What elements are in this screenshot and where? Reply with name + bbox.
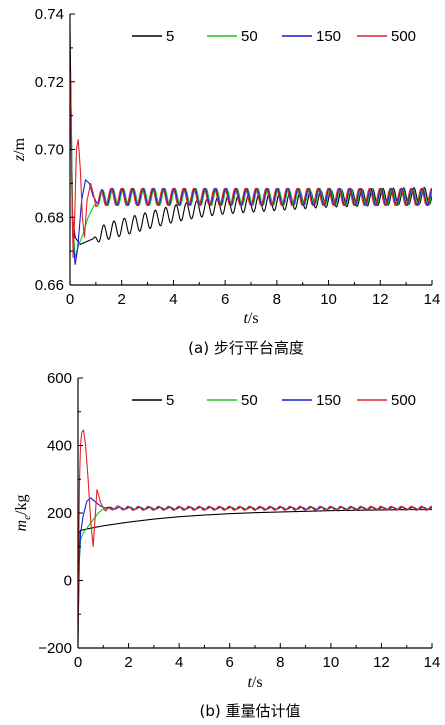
y-tick-label: 0.74 bbox=[35, 6, 64, 23]
legend: 5 50 150 500 bbox=[132, 28, 416, 45]
y-tick-label: 200 bbox=[47, 505, 72, 522]
legend-label-150: 150 bbox=[316, 28, 341, 45]
chart-panel: 0 2 4 6 8 10 12 14 0.66 0.68 0.70 0.72 0.74 t/s z/m 5 50… bbox=[11, 6, 440, 357]
legend-label-500: 500 bbox=[391, 28, 416, 45]
series-line-5 bbox=[78, 509, 432, 581]
legend-label-50: 50 bbox=[241, 28, 258, 45]
y-tick-label: 0.68 bbox=[35, 209, 64, 226]
x-tick-label: 0 bbox=[66, 291, 74, 308]
legend-label-5: 5 bbox=[166, 392, 174, 409]
y-tick-label: 600 bbox=[47, 370, 72, 387]
x-tick-label: 10 bbox=[323, 654, 340, 671]
x-tick-label: 4 bbox=[169, 291, 177, 308]
y-tick-label: 400 bbox=[47, 438, 72, 455]
x-tick-label: 4 bbox=[175, 654, 183, 671]
y-axis-label: z/m bbox=[11, 137, 28, 162]
chart-caption: (b) 重量估计值 bbox=[200, 702, 301, 720]
x-tick-label: 2 bbox=[118, 291, 126, 308]
chart-caption: (a) 步行平台高度 bbox=[188, 339, 304, 357]
y-tick-label: 0.70 bbox=[35, 142, 64, 159]
x-tick-label: 0 bbox=[74, 654, 82, 671]
x-tick-label: 8 bbox=[276, 654, 284, 671]
x-tick-label: 14 bbox=[424, 654, 441, 671]
series-line-150 bbox=[70, 74, 432, 265]
legend-label-500: 500 bbox=[391, 392, 416, 409]
y-tick-label: 0.72 bbox=[35, 74, 64, 91]
series-line-500 bbox=[70, 61, 432, 258]
legend: 5 50 150 500 bbox=[132, 392, 416, 409]
y-tick-label: −200 bbox=[38, 640, 72, 657]
series-line-5 bbox=[70, 30, 432, 246]
x-tick-label: 14 bbox=[424, 291, 441, 308]
x-tick-label: 12 bbox=[372, 291, 389, 308]
x-axis-label: t/s bbox=[247, 674, 262, 691]
series-line-500 bbox=[78, 429, 432, 645]
x-tick-label: 12 bbox=[373, 654, 390, 671]
y-tick-label: 0.66 bbox=[35, 277, 64, 294]
x-tick-label: 10 bbox=[320, 291, 337, 308]
y-axis-label: me/kg bbox=[13, 495, 33, 532]
y-tick-label: 0 bbox=[64, 573, 72, 590]
series-line-50 bbox=[78, 506, 432, 642]
plot-area bbox=[70, 30, 432, 265]
legend-label-5: 5 bbox=[166, 28, 174, 45]
series-line-50 bbox=[70, 81, 432, 259]
legend-label-150: 150 bbox=[316, 392, 341, 409]
x-tick-label: 6 bbox=[221, 291, 229, 308]
legend-label-50: 50 bbox=[241, 392, 258, 409]
x-tick-label: 2 bbox=[124, 654, 132, 671]
x-tick-label: 8 bbox=[273, 291, 281, 308]
series-line-150 bbox=[78, 497, 432, 635]
x-axis-label: t/s bbox=[243, 310, 258, 327]
x-tick-label: 6 bbox=[226, 654, 234, 671]
plot-area bbox=[78, 429, 432, 645]
